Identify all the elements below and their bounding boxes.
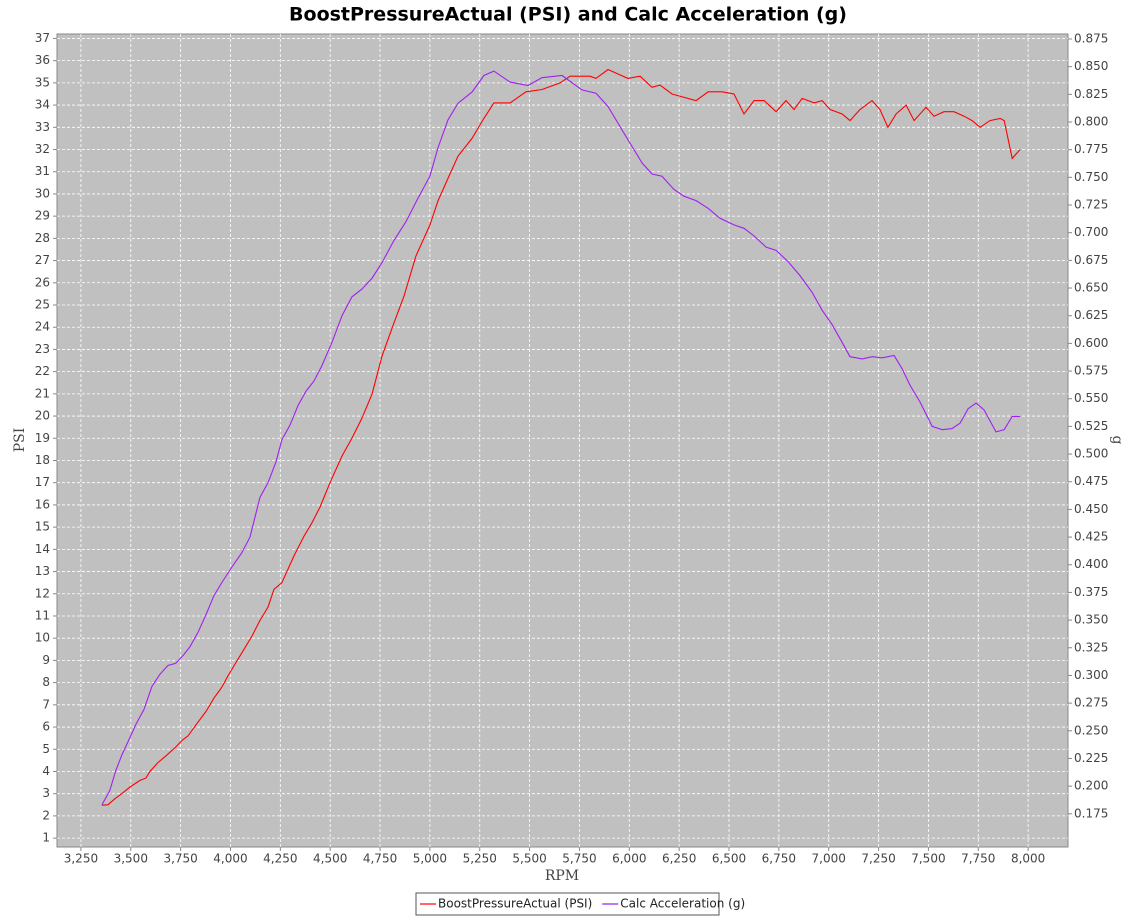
y2-tick-label: 0.325 [1074, 640, 1108, 654]
y-tick-label: 25 [35, 298, 50, 312]
y2-tick-label: 0.825 [1074, 87, 1108, 101]
x-tick-label: 7,250 [861, 852, 895, 866]
x-tick-label: 6,250 [662, 852, 696, 866]
y-tick-label: 34 [35, 98, 50, 112]
x-tick-label: 3,750 [163, 852, 197, 866]
y2-tick-label: 0.250 [1074, 723, 1108, 737]
x-tick-label: 7,000 [812, 852, 846, 866]
y-axis-label: PSI [12, 428, 28, 453]
y2-tick-label: 0.550 [1074, 391, 1108, 405]
y2-tick-label: 0.750 [1074, 170, 1108, 184]
y-tick-label: 22 [35, 364, 50, 378]
y2-tick-label: 0.725 [1074, 198, 1108, 212]
y-tick-label: 4 [42, 764, 50, 778]
y-tick-label: 21 [35, 386, 50, 400]
y2-tick-label: 0.625 [1074, 308, 1108, 322]
x-tick-label: 5,000 [413, 852, 447, 866]
y-tick-label: 26 [35, 275, 50, 289]
y-tick-label: 8 [42, 675, 50, 689]
y-tick-label: 18 [35, 453, 50, 467]
y2-tick-label: 0.475 [1074, 474, 1108, 488]
y2-tick-label: 0.450 [1074, 502, 1108, 516]
y-tick-label: 20 [35, 409, 50, 423]
data-line [101, 68, 1021, 806]
x-tick-label: 3,500 [114, 852, 148, 866]
y-tick-label: 3 [42, 786, 50, 800]
y-tick-label: 1 [42, 831, 50, 845]
y-tick-label: 12 [35, 586, 50, 600]
y2-tick-label: 0.525 [1074, 419, 1108, 433]
y-tick-label: 9 [42, 653, 50, 667]
legend-label: BoostPressureActual (PSI) [438, 897, 592, 911]
x-tick-label: 4,250 [263, 852, 297, 866]
y2-axis-label: g [1109, 436, 1125, 445]
x-tick-label: 7,500 [911, 852, 945, 866]
y2-tick-label: 0.175 [1074, 806, 1108, 820]
y2-tick-label: 0.800 [1074, 114, 1108, 128]
legend-box [415, 892, 720, 916]
y-tick-label: 37 [35, 31, 50, 45]
y-tick-label: 36 [35, 53, 50, 67]
y-tick-label: 16 [35, 497, 50, 511]
x-tick-label: 5,250 [463, 852, 497, 866]
x-tick-label: 7,750 [961, 852, 995, 866]
chart-title: BoostPressureActual (PSI) and Calc Accel… [289, 4, 847, 26]
y2-tick-label: 0.575 [1074, 364, 1108, 378]
y-tick-label: 27 [35, 253, 50, 267]
y2-tick-label: 0.700 [1074, 225, 1108, 239]
y-tick-label: 31 [35, 164, 50, 178]
y-tick-label: 11 [35, 608, 50, 622]
x-tick-label: 5,750 [562, 852, 596, 866]
y2-tick-label: 0.300 [1074, 668, 1108, 682]
x-tick-label: 4,500 [313, 852, 347, 866]
y2-tick-label: 0.675 [1074, 253, 1108, 267]
y-tick-label: 23 [35, 342, 50, 356]
y-tick-label: 6 [42, 720, 50, 734]
y-tick-label: 2 [42, 808, 50, 822]
y-tick-label: 35 [35, 75, 50, 89]
y-tick-label: 5 [42, 742, 50, 756]
y-tick-label: 10 [35, 631, 50, 645]
y-tick-label: 24 [35, 320, 50, 334]
y-tick-label: 28 [35, 231, 50, 245]
x-tick-label: 8,000 [1011, 852, 1045, 866]
y2-tick-label: 0.600 [1074, 336, 1108, 350]
y-tick-label: 17 [35, 475, 50, 489]
y2-tick-label: 0.775 [1074, 142, 1108, 156]
y-tick-label: 14 [35, 542, 50, 556]
x-axis-label: RPM [545, 868, 579, 884]
x-tick-label: 6,750 [762, 852, 796, 866]
x-tick-label: 4,750 [363, 852, 397, 866]
y-tick-label: 32 [35, 142, 50, 156]
legend-label: Calc Acceleration (g) [620, 897, 745, 911]
y-tick-label: 7 [42, 697, 50, 711]
y-tick-label: 19 [35, 431, 50, 445]
y2-tick-label: 0.875 [1074, 31, 1108, 45]
data-line [101, 70, 1021, 806]
y-tick-label: 30 [35, 186, 50, 200]
plot-area [56, 33, 1069, 848]
x-tick-label: 5,500 [512, 852, 546, 866]
y2-tick-label: 0.650 [1074, 281, 1108, 295]
y2-tick-label: 0.275 [1074, 696, 1108, 710]
y-tick-label: 15 [35, 520, 50, 534]
x-tick-label: 6,000 [612, 852, 646, 866]
y2-tick-label: 0.850 [1074, 59, 1108, 73]
y2-tick-label: 0.425 [1074, 530, 1108, 544]
y2-tick-label: 0.225 [1074, 751, 1108, 765]
y-tick-label: 33 [35, 120, 50, 134]
y2-tick-label: 0.375 [1074, 585, 1108, 599]
x-tick-label: 6,500 [712, 852, 746, 866]
y-tick-label: 13 [35, 564, 50, 578]
x-tick-label: 3,250 [64, 852, 98, 866]
y2-tick-label: 0.400 [1074, 557, 1108, 571]
y2-tick-label: 0.350 [1074, 613, 1108, 627]
y-tick-label: 29 [35, 209, 50, 223]
y2-tick-label: 0.200 [1074, 779, 1108, 793]
y2-tick-label: 0.500 [1074, 447, 1108, 461]
x-tick-label: 4,000 [213, 852, 247, 866]
